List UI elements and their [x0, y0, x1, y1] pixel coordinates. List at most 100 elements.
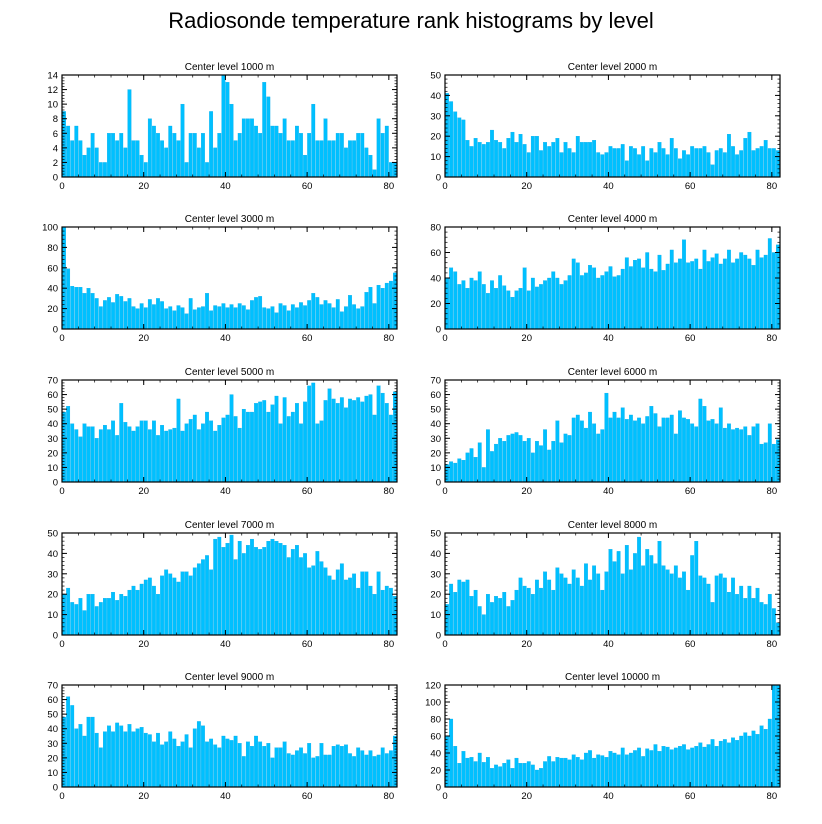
histogram-bar: [299, 302, 303, 330]
y-tick-label: 70: [47, 681, 58, 692]
histogram-bar: [653, 563, 658, 636]
histogram-bar: [682, 150, 686, 178]
histogram-bar: [612, 276, 617, 330]
histogram-bar: [702, 577, 707, 636]
histogram-bar: [368, 585, 373, 636]
histogram-bar: [192, 414, 197, 483]
histogram-bar: [575, 136, 580, 178]
histogram-bar: [127, 724, 132, 788]
histogram-bar: [303, 154, 307, 178]
histogram-bar: [739, 252, 744, 330]
x-tick-label: 80: [384, 486, 395, 497]
histogram-bar: [739, 150, 744, 178]
histogram-bar: [139, 583, 144, 636]
histogram-bar: [526, 761, 531, 788]
histogram-bar: [143, 162, 148, 178]
histogram-bar: [352, 573, 356, 636]
x-tick-label: 60: [685, 639, 696, 650]
histogram-bar: [669, 414, 674, 483]
histogram-bar: [196, 563, 201, 636]
histogram-bar: [94, 732, 99, 788]
y-tick-label: 50: [47, 405, 58, 416]
histogram-bar: [608, 146, 613, 178]
histogram-bar: [735, 258, 739, 330]
histogram-bar: [690, 261, 695, 330]
histogram-bar: [86, 594, 91, 636]
histogram-bar: [686, 154, 690, 178]
histogram-bar: [205, 555, 209, 636]
histogram-bar: [319, 420, 324, 483]
histogram-bar: [368, 750, 373, 788]
histogram-bar: [596, 754, 601, 788]
histogram-bar: [139, 420, 144, 483]
histogram-bar: [584, 427, 588, 483]
histogram-bar: [694, 426, 699, 483]
histogram-bar: [645, 160, 650, 178]
histogram-bar: [563, 280, 568, 330]
histogram-bar: [241, 756, 246, 788]
x-tick-label: 0: [442, 639, 447, 650]
histogram-bar: [98, 306, 103, 330]
histogram-bar: [657, 426, 662, 483]
y-tick-label: 20: [430, 766, 441, 777]
histogram-bar: [735, 154, 739, 178]
histogram-bar: [481, 614, 486, 636]
histogram-bar: [694, 541, 699, 636]
histogram-bar: [543, 142, 547, 178]
histogram-bar: [706, 152, 711, 178]
histogram-bar: [637, 747, 641, 788]
histogram-bar: [299, 557, 303, 636]
histogram-bar: [445, 604, 449, 636]
x-tick-label: 0: [59, 791, 64, 802]
histogram-bar: [514, 290, 519, 330]
histogram-bar: [727, 742, 731, 788]
histogram-bar: [461, 119, 466, 178]
histogram-bar: [461, 459, 466, 483]
histogram-bar: [506, 290, 511, 330]
histogram-bar: [551, 441, 556, 483]
y-tick-label: 30: [47, 569, 58, 580]
histogram-bar: [649, 750, 654, 788]
histogram-panel-6: Center level 6000 m 0 20 40 60 80 0 10 20 30 40 50 6…: [430, 367, 781, 497]
y-tick-label: 50: [47, 710, 58, 721]
histogram-bar: [584, 142, 588, 178]
histogram-bar: [241, 305, 246, 330]
histogram-bar: [453, 592, 458, 636]
histogram-bar: [584, 563, 588, 636]
histogram-bar: [348, 140, 352, 178]
histogram-bar: [78, 598, 83, 636]
x-tick-label: 60: [685, 791, 696, 802]
histogram-bar: [323, 400, 328, 483]
histogram-bar: [678, 258, 682, 330]
histogram-bar: [616, 551, 621, 636]
histogram-bar: [722, 152, 727, 178]
y-tick-label: 50: [47, 529, 58, 540]
histogram-bar: [485, 757, 490, 788]
y-tick-label: 14: [47, 71, 58, 82]
histogram-bar: [481, 762, 486, 788]
histogram-bar: [665, 417, 670, 483]
histogram-bar: [633, 750, 637, 788]
histogram-bar: [98, 747, 103, 788]
histogram-bar: [559, 152, 564, 178]
histogram-bar: [168, 306, 173, 330]
panel-title: Center level 10000 m: [565, 672, 660, 683]
histogram-bar: [290, 304, 295, 330]
histogram-bar: [514, 142, 519, 178]
histogram-bar: [592, 565, 597, 636]
histogram-bar: [278, 303, 283, 330]
y-tick-label: 0: [53, 783, 58, 794]
histogram-bar: [188, 298, 193, 330]
histogram-bar: [575, 757, 580, 788]
histogram-bar: [131, 140, 136, 178]
histogram-bar: [131, 585, 136, 636]
histogram-bar: [213, 305, 218, 330]
y-tick-label: 2: [53, 158, 58, 169]
histogram-bar: [98, 162, 103, 178]
histogram-bar: [694, 746, 699, 788]
x-tick-label: 0: [442, 333, 447, 344]
histogram-panel-5: Center level 5000 m 0 20 40 60 80 0 10 20 30 40 50 6…: [47, 367, 398, 497]
histogram-bar: [339, 397, 344, 483]
histogram-bar: [690, 747, 695, 788]
histogram-bar: [380, 288, 385, 330]
